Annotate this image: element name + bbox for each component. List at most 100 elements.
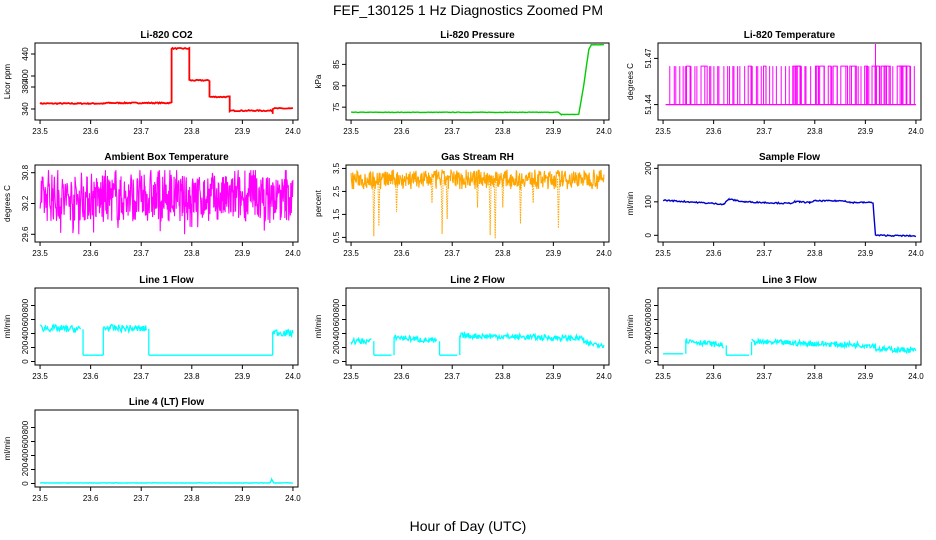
data-series [39,170,294,235]
y-tick-label: 0 [21,481,30,486]
y-tick-label: 30.2 [21,195,30,211]
y-axis-label: percent [314,189,323,216]
x-tick-label: 23.6 [706,249,722,258]
x-tick-label: 23.6 [394,249,410,258]
y-tick-label: 75 [332,102,341,111]
flow-segment [350,336,372,346]
x-tick-label: 24.0 [285,127,301,136]
x-tick-label: 23.8 [184,249,200,258]
y-tick-label: 29.6 [21,226,30,242]
y-tick-label: 800 [21,420,30,434]
plot-frame [34,409,299,488]
x-tick-label: 23.8 [184,372,200,381]
panel-title: Line 4 (LT) Flow [129,397,205,408]
y-axis-label: ml/min [626,192,635,216]
rh-dip [372,178,376,237]
y-tick-label: 100 [644,195,653,209]
y-tick-label: 30.8 [21,164,30,180]
data-series [351,43,604,117]
y-tick-label: 1.5 [332,208,341,220]
x-tick-label: 24.0 [596,127,612,136]
flow-segment [874,344,917,355]
panel-1: Li-820 CO2 Licor ppm 23.5 23.6 23.7 23.8 23.9 2… [3,30,301,136]
panel-title: Li-820 Temperature [744,30,836,41]
spike [700,65,708,105]
x-tick-label: 23.7 [444,249,460,258]
y-tick-label: 0 [332,359,341,364]
panel-title: Ambient Box Temperature [104,152,229,163]
y-tick-label: 85 [332,59,341,68]
plot-frame [657,287,922,366]
x-tick-label: 23.7 [444,127,460,136]
y-tick-label: 380 [21,80,30,94]
flow-segment [393,334,438,344]
rh-dip [395,178,399,213]
plot-frame [657,42,922,121]
x-tick-label: 23.5 [32,494,48,503]
x-tick-label: 23.7 [756,127,772,136]
rh-dip [430,178,434,203]
x-tick-label: 23.7 [756,249,772,258]
panel-9: Line 3 Flow ml/min 23.5 23.6 23.7 23.8 23.9 24.… [626,275,924,381]
x-tick-label: 23.9 [546,127,562,136]
series-line [351,43,604,117]
y-axis-label: kPa [314,74,323,88]
y-tick-label: 51.44 [644,94,653,115]
rh-dip [445,178,449,220]
x-tick-label: 23.5 [32,372,48,381]
x-tick-label: 23.6 [706,372,722,381]
x-tick-label: 23.8 [184,494,200,503]
flow-segment [685,338,724,349]
y-tick-label: 0 [644,233,653,238]
y-tick-label: 0 [21,359,30,364]
y-tick-label: 0 [644,359,653,364]
y-tick-label: 400 [21,326,30,340]
flow-segment [751,337,877,350]
spike [792,65,797,105]
panel-7: Line 1 Flow ml/min 23.5 23.6 23.7 23.8 23.9 24.… [3,275,301,381]
x-tick-label: 23.9 [235,372,251,381]
flow-segment [272,328,294,339]
rh-dip [377,178,381,226]
y-axis-label: degrees C [626,63,635,100]
data-series [39,476,293,484]
rh-dip [440,178,444,234]
x-axis-title: Hour of Day (UTC) [409,518,527,534]
y-tick-label: 800 [644,298,653,312]
x-tick-label: 24.0 [908,372,924,381]
panel-title: Sample Flow [759,152,820,163]
series-line [39,170,294,235]
spike [685,65,691,105]
y-tick-label: 400 [644,326,653,340]
x-tick-label: 23.7 [133,494,149,503]
flow-segment [583,338,605,350]
panel-5: Gas Stream RH percent 23.5 23.6 23.7 23.8 23.9… [314,152,612,258]
x-tick-label: 24.0 [908,249,924,258]
y-axis-label: ml/min [314,315,323,339]
series-line [662,197,917,238]
x-tick-label: 23.6 [83,127,99,136]
plot-frame [34,287,299,366]
panel-8: Line 2 Flow ml/min 23.5 23.6 23.7 23.8 23.9 24.… [314,275,612,381]
y-tick-label: 800 [332,298,341,312]
rh-dip [531,178,535,203]
y-tick-label: 51.47 [644,48,653,69]
flow-segment [102,323,147,335]
data-series [663,337,917,356]
panel-2: Li-820 Pressure kPa 23.5 23.6 23.7 23.8 23.9 24… [314,30,612,136]
panel-title: Gas Stream RH [441,152,514,163]
y-axis-label: ml/min [3,437,12,461]
x-tick-label: 23.5 [32,127,48,136]
y-tick-label: 440 [21,47,30,61]
x-tick-label: 23.6 [394,127,410,136]
rh-dip [488,178,492,236]
x-tick-label: 23.9 [858,249,874,258]
data-series [665,44,916,106]
plot-frame [345,42,610,121]
panel-title: Line 1 Flow [139,275,194,286]
x-tick-label: 23.7 [444,372,460,381]
rh-dip [493,178,497,239]
x-tick-label: 23.6 [83,372,99,381]
x-tick-label: 23.8 [495,127,511,136]
